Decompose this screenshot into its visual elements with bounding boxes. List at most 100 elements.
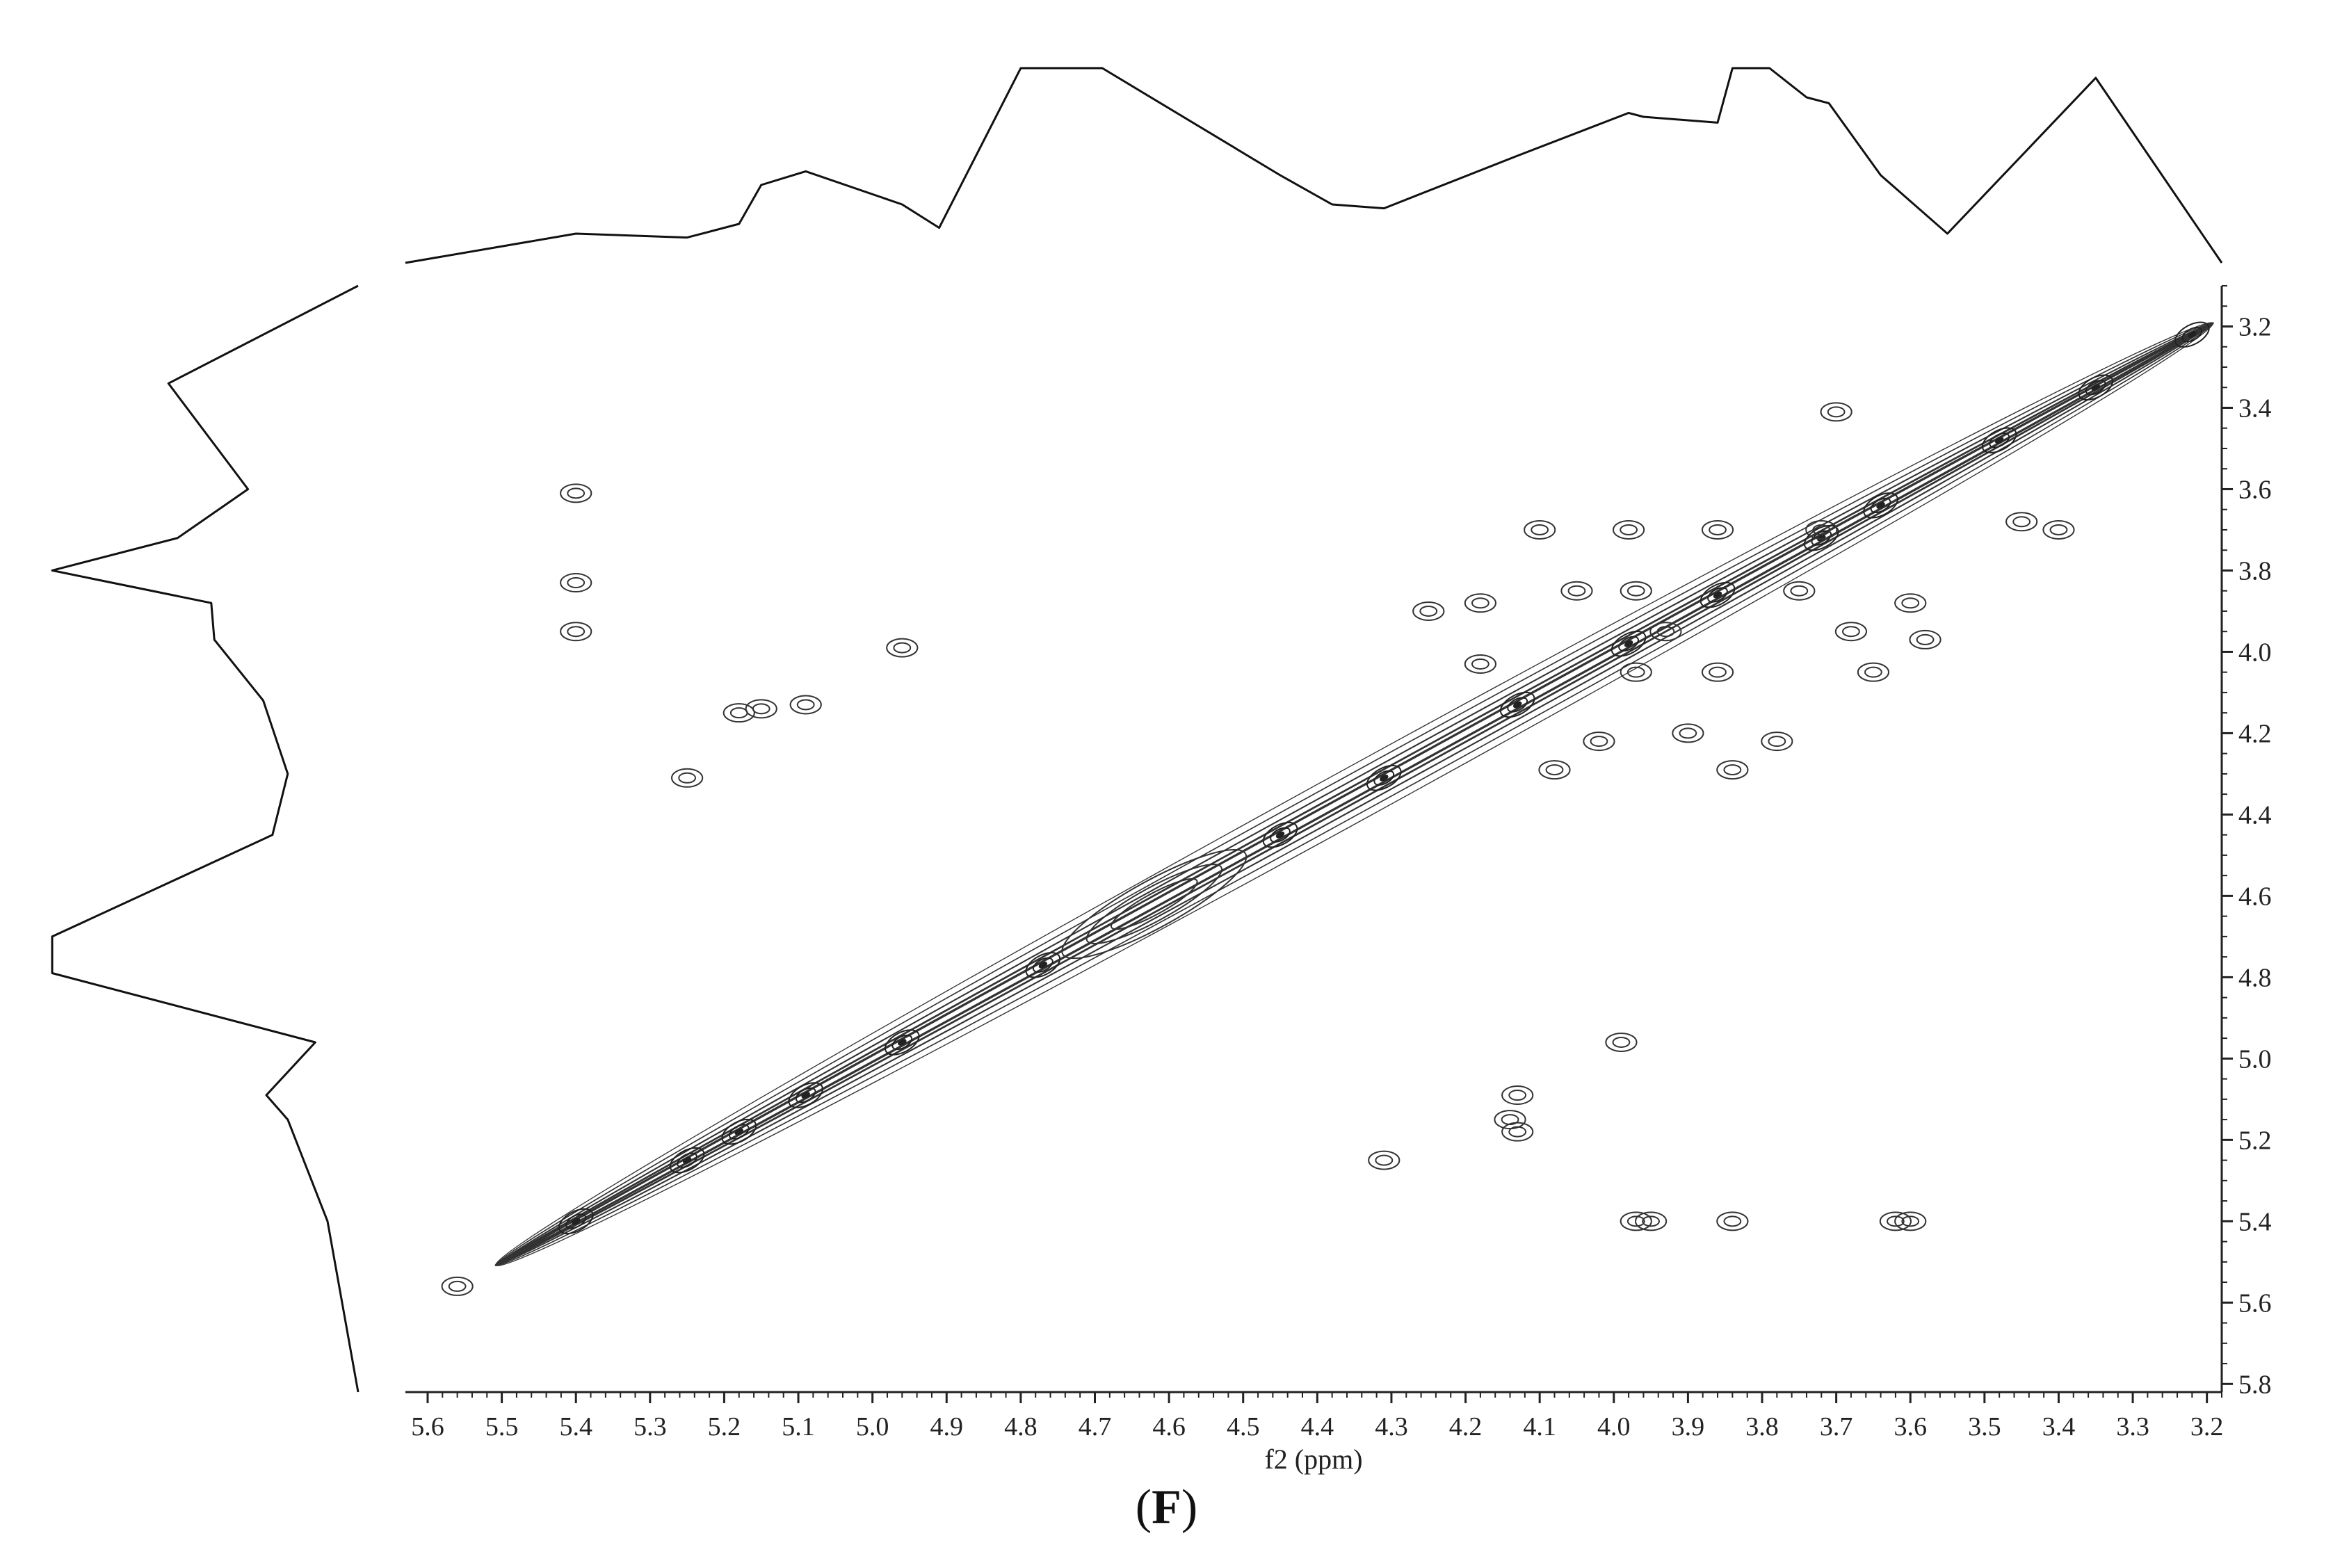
diagonal-peak [1038, 962, 1048, 969]
diagonal-peak [1275, 831, 1285, 839]
y-tick-label: 4.6 [2238, 882, 2272, 911]
diagonal-peak [1700, 581, 1736, 608]
y-tick-label: 4.8 [2238, 963, 2272, 992]
x-tick-label: 5.1 [782, 1412, 815, 1441]
cross-peak [560, 622, 592, 642]
x-tick-label: 5.2 [708, 1412, 741, 1441]
x-tick-label: 4.2 [1449, 1412, 1483, 1441]
diagonal-peak [1863, 492, 1898, 519]
cross-peak [1494, 1110, 1526, 1130]
cross-peak [1501, 1085, 1534, 1106]
panel-label-close: ) [1181, 1480, 1198, 1534]
diagonal-peak [1380, 774, 1389, 782]
x-tick-label: 4.5 [1227, 1412, 1260, 1441]
panel-label-open: ( [1135, 1480, 1152, 1534]
contour-plot-area [441, 321, 2215, 1296]
x-tick-label: 4.9 [930, 1412, 964, 1441]
x-tick-label: 3.9 [1672, 1412, 1705, 1441]
diagonal-peak [891, 1034, 913, 1051]
cross-peak [1723, 764, 1742, 776]
y-tick-label: 4.4 [2238, 800, 2272, 830]
cross-peak [1508, 1090, 1527, 1101]
cross-peak [1508, 1126, 1527, 1138]
cross-peak [1612, 1036, 1631, 1048]
cross-peak [789, 695, 822, 715]
x-tick-label: 4.8 [1004, 1412, 1038, 1441]
cross-peak [1812, 524, 1831, 535]
diagonal-peak [2188, 331, 2197, 338]
cross-peak [1605, 1032, 1638, 1052]
diagonal-peak [1499, 691, 1535, 718]
diagonal-contour-ring [1061, 849, 1248, 960]
cross-peak [729, 707, 748, 719]
diagonal-peak [2091, 384, 2100, 391]
cross-peak [1894, 593, 1927, 613]
cross-peak [1820, 402, 1852, 422]
cross-peak [1471, 597, 1490, 609]
diagonal-peak [1989, 433, 2010, 448]
cross-peak [1590, 736, 1608, 747]
cross-peak [1790, 585, 1809, 597]
diagonal-peak [1366, 765, 1402, 791]
x-tick-label: 5.6 [411, 1412, 444, 1441]
x-tick-label: 3.6 [1894, 1412, 1927, 1441]
diagonal-peak [682, 1156, 692, 1164]
cross-peak [567, 576, 586, 588]
diagonal-peak [734, 1128, 743, 1135]
cross-peak [1716, 1211, 1749, 1231]
cross-peak [796, 699, 815, 711]
cross-peak [1620, 1211, 1652, 1231]
cross-peak [1545, 764, 1564, 776]
x-tick-label: 3.2 [2190, 1412, 2224, 1441]
f2-projection-trace [405, 67, 2223, 264]
cross-peak [1412, 601, 1445, 621]
cross-peak [1642, 1215, 1660, 1227]
cross-peak [1620, 524, 1638, 535]
cross-peak [1567, 585, 1586, 597]
x-tick-label: 5.5 [485, 1412, 519, 1441]
y-tick-label: 5.6 [2238, 1288, 2272, 1318]
cross-peak [678, 772, 697, 784]
diagonal-peak [1512, 701, 1522, 709]
cross-peak [1679, 727, 1697, 739]
y-tick-label: 3.4 [2238, 394, 2272, 423]
diagonal-peak [1981, 427, 2017, 454]
diagonal-peak [2174, 321, 2210, 348]
diagonal-peak [795, 1087, 816, 1104]
cross-peak [1620, 662, 1652, 682]
cross-peak [1901, 597, 1920, 609]
diagonal-peak [1624, 640, 1633, 647]
x-tick-label: 4.0 [1597, 1412, 1631, 1441]
cross-peak [1613, 519, 1645, 540]
diagonal-peak [1804, 524, 1839, 551]
cross-peak [1701, 519, 1734, 540]
cross-peak [1583, 732, 1615, 752]
cross-peak [1783, 581, 1816, 601]
cross-peak [1761, 732, 1793, 752]
diagonal-peak [669, 1147, 705, 1174]
cross-peak [1524, 519, 1556, 540]
y-tick-label: 4.0 [2238, 638, 2272, 667]
cross-peak [1656, 626, 1675, 638]
cross-peak [1887, 1215, 1905, 1227]
cross-peak [1709, 666, 1727, 678]
cross-peak [1649, 622, 1682, 642]
cross-peak [448, 1280, 467, 1292]
f1-projection-trace [51, 284, 360, 1393]
cross-peak [1626, 1215, 1645, 1227]
diagonal-peak [1025, 952, 1061, 978]
x-tick-label: 4.6 [1152, 1412, 1186, 1441]
cross-peak [1879, 1211, 1912, 1231]
y-tick-label: 5.4 [2238, 1207, 2272, 1236]
cross-peak [1368, 1150, 1400, 1170]
cross-peak [567, 626, 586, 638]
cross-peak [2042, 519, 2075, 540]
cross-peak [1634, 1211, 1668, 1231]
cross-peak [1864, 666, 1882, 678]
cross-peak [1916, 633, 1935, 645]
cross-peak [1768, 736, 1786, 747]
diagonal-peak [728, 1124, 750, 1140]
diagonal-peak [721, 1118, 757, 1145]
diagonal-contour-ring [494, 322, 2214, 1266]
cross-peak [1672, 723, 1704, 743]
